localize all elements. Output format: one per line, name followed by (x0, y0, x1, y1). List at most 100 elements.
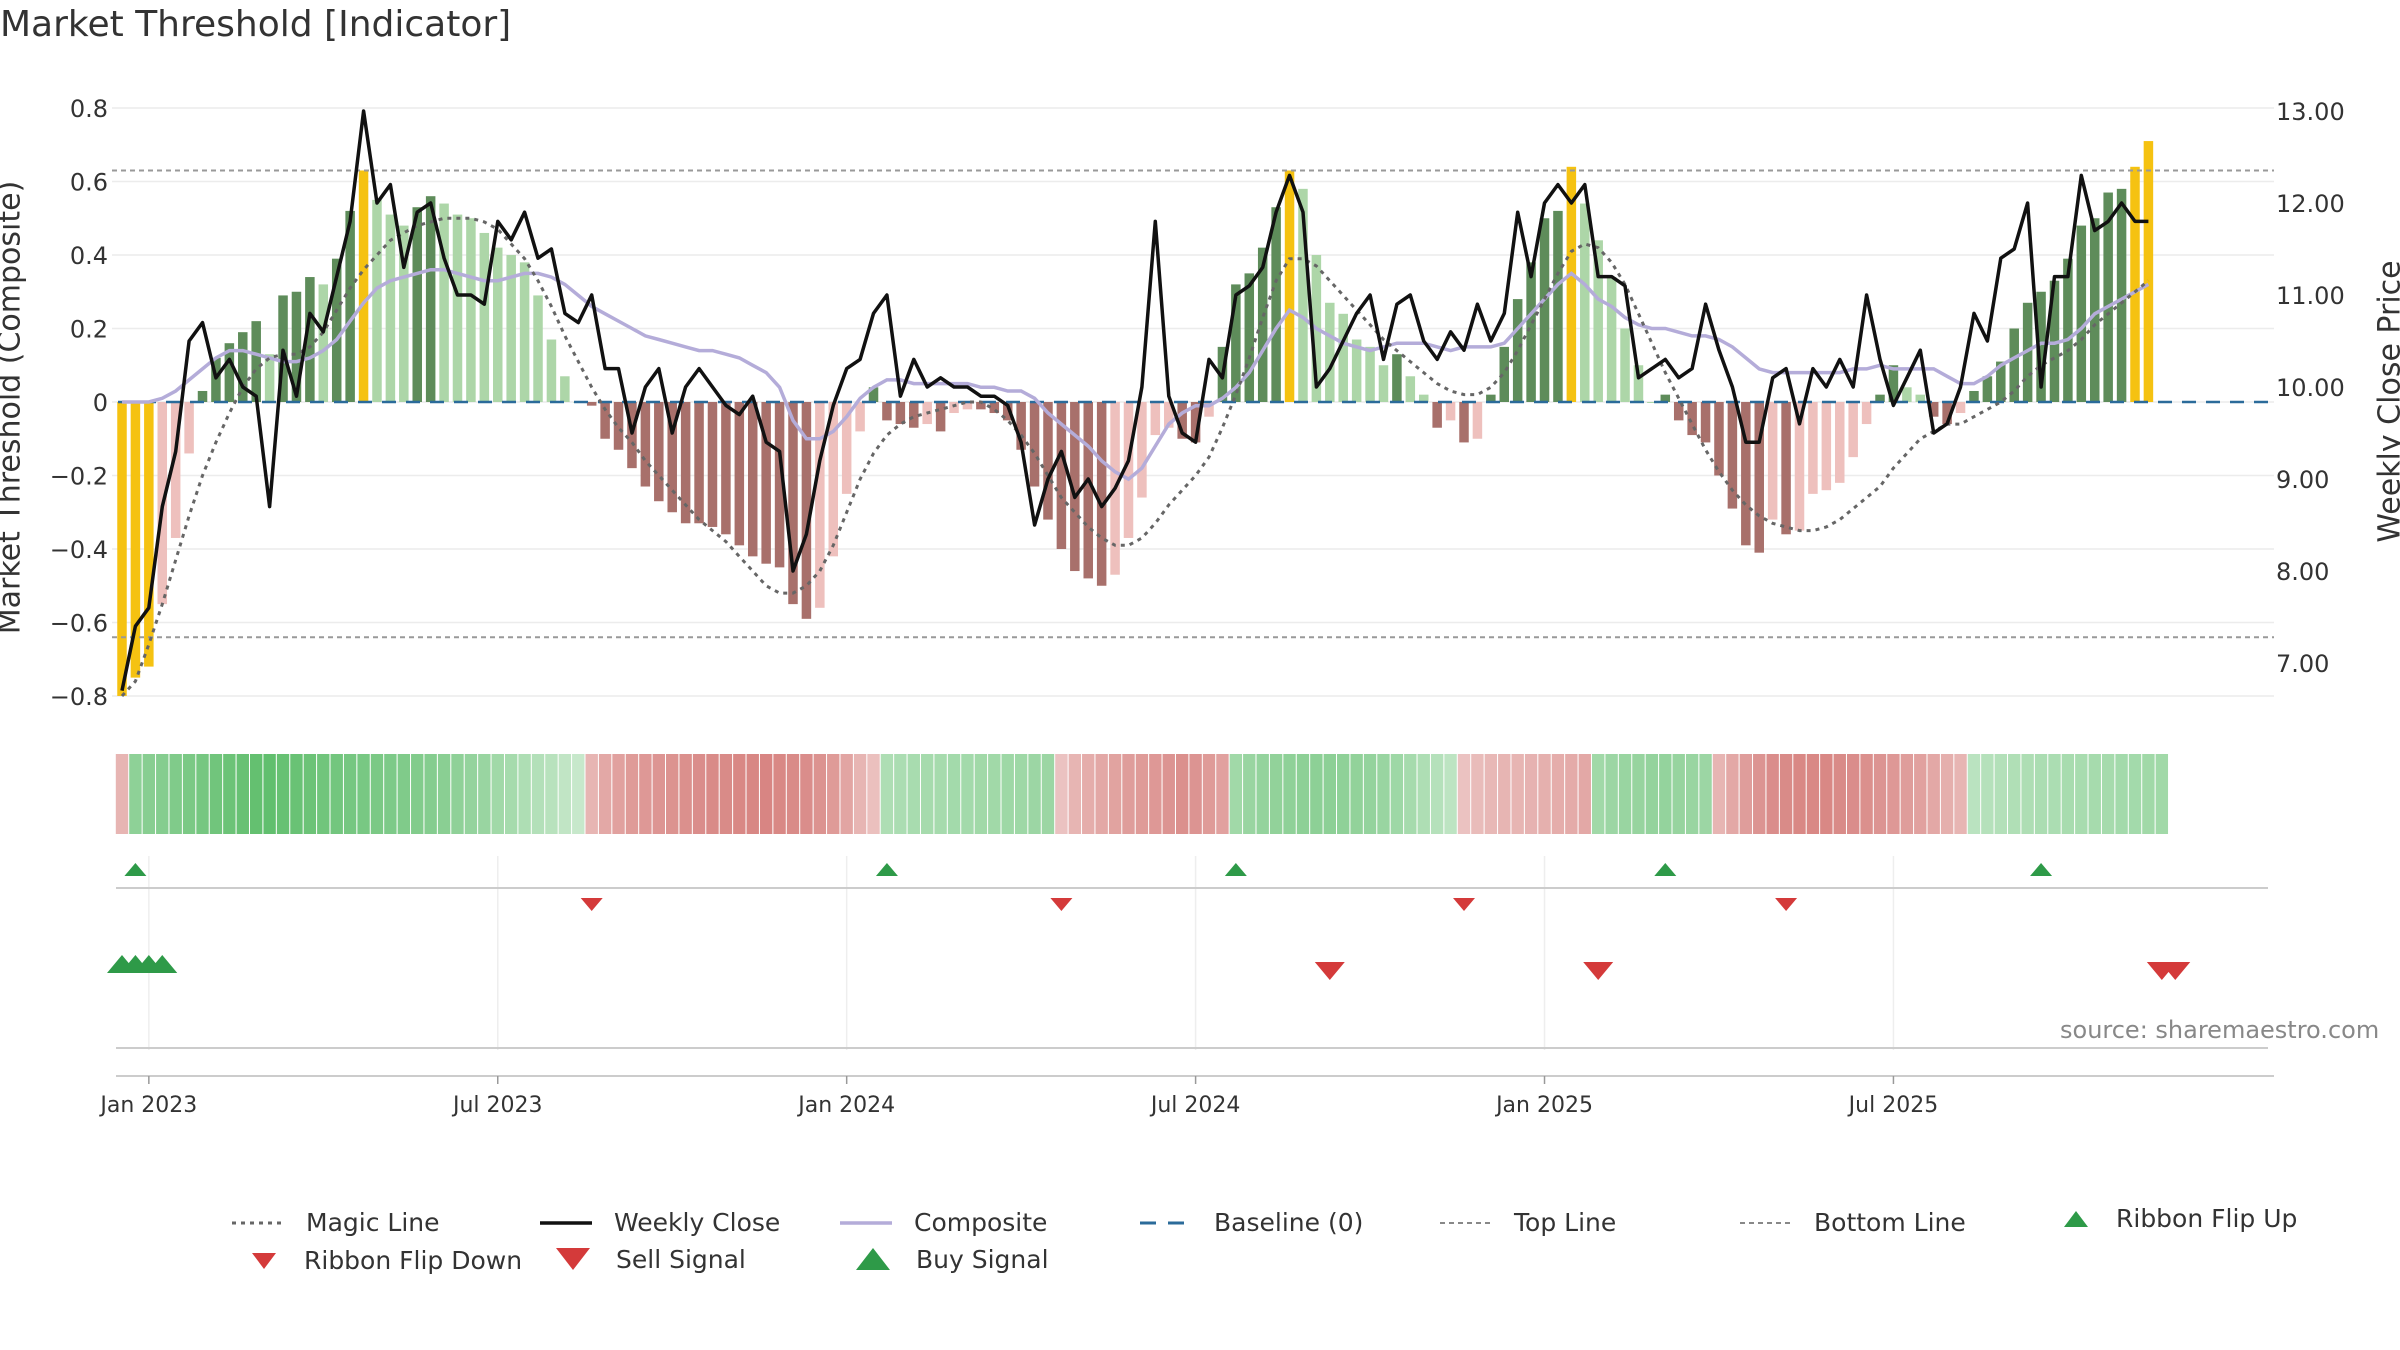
y-tick-right: 11.00 (2276, 282, 2345, 310)
ribbon-cell (2101, 754, 2115, 834)
ribbon-cell (531, 754, 545, 834)
ribbon-cell (250, 754, 263, 834)
ribbon-cell (719, 754, 733, 834)
ribbon-cell (209, 754, 223, 834)
ribbon-cell (1565, 754, 1578, 834)
ribbon-cell (196, 754, 209, 834)
composite-bar (882, 402, 892, 421)
ribbon-cell (276, 754, 290, 834)
composite-bar (734, 402, 745, 546)
composite-bar (1056, 402, 1067, 549)
legend-ribbon-flip-down: Ribbon Flip Down (244, 1246, 522, 1275)
ribbon-cell (1189, 754, 1202, 834)
composite-bar (600, 402, 610, 439)
ribbon-cell (129, 754, 142, 834)
composite-bar (1392, 354, 1402, 402)
y-tick-left: 0 (93, 389, 108, 417)
composite-bar (2009, 328, 2019, 402)
composite-bar (1633, 365, 1644, 402)
legend-composite: Composite (838, 1208, 1047, 1237)
composite-bar (1472, 402, 1483, 439)
ribbon-cell (343, 754, 357, 834)
composite-bar (1512, 299, 1523, 402)
legend-top-line-label: Top Line (1514, 1208, 1617, 1237)
ribbon-cell (1645, 754, 1659, 834)
ribbon-cell (1887, 754, 1900, 834)
composite-bar (694, 402, 704, 524)
x-tick-label: Jul 2023 (451, 1093, 543, 1118)
composite-bar (1969, 390, 1979, 402)
legend-sell-signal-icon (556, 1248, 590, 1270)
composite-bar (2036, 291, 2046, 402)
ribbon-cell (2034, 754, 2048, 834)
composite-bar (412, 207, 422, 402)
ribbon-cell (1712, 754, 1726, 834)
composite-bar (318, 284, 329, 402)
ribbon-cell (1296, 754, 1310, 834)
chart-title: Market Threshold [Indicator] (0, 4, 512, 45)
y-tick-left: 0.2 (70, 316, 108, 344)
ribbon-cell (2155, 754, 2169, 834)
composite-bar (1539, 218, 1550, 402)
ribbon-cell (1618, 754, 1632, 834)
ribbon-cell (1417, 754, 1430, 834)
ribbon-cell (1108, 754, 1122, 834)
composite-bar (425, 196, 436, 402)
y-tick-left: 0.6 (70, 169, 108, 197)
composite-bar (1432, 402, 1442, 428)
composite-bar (452, 214, 463, 402)
ribbon-flip-up-marker (1654, 863, 1677, 876)
ribbon-cell (2075, 754, 2088, 834)
legend-magic-line: Magic Line (230, 1208, 440, 1237)
ribbon-cell (1122, 754, 1135, 834)
composite-bar (667, 402, 677, 513)
composite-bar (372, 199, 382, 402)
composite-bar (2089, 218, 2100, 402)
composite-bar (1298, 188, 1308, 402)
ribbon-cell (585, 754, 598, 834)
composite-bar (2130, 166, 2140, 402)
ribbon-cell (733, 754, 746, 834)
composite-bar (815, 402, 825, 608)
composite-bar (1325, 302, 1335, 402)
ribbon-cell (1511, 754, 1524, 834)
composite-bar (935, 402, 946, 432)
y-tick-left: −0.8 (50, 683, 108, 711)
composite-bar (1016, 402, 1026, 450)
ribbon-cell (1243, 754, 1256, 834)
ribbon-cell (357, 754, 370, 834)
ribbon-cell (1404, 754, 1417, 834)
composite-bar (2116, 188, 2127, 402)
composite-bar (1257, 247, 1268, 402)
ribbon-cell (1592, 754, 1605, 834)
composite-bar (1204, 402, 1214, 417)
composite-bar (1150, 402, 1161, 436)
legend-top-line-swatch (1440, 1221, 1492, 1224)
ribbon-cell (1753, 754, 1766, 834)
ribbon-strip (115, 754, 2169, 834)
ribbon-cell (813, 754, 827, 834)
ribbon-cell (692, 754, 706, 834)
composite-bar (1861, 402, 1872, 425)
ribbon-cell (236, 754, 249, 834)
legend-ribbon-flip-up-icon (2064, 1210, 2088, 1227)
composite-bar (1606, 277, 1617, 402)
ribbon-cell (263, 754, 276, 834)
composite-bar (2143, 141, 2154, 402)
ribbon-cell (1524, 754, 1538, 834)
ribbon-cell (1001, 754, 1014, 834)
ribbon-cell (518, 754, 531, 834)
ribbon-flip-up-marker (2030, 863, 2053, 876)
composite-bar (801, 402, 812, 619)
legend-ribbon-flip-down-icon (252, 1252, 276, 1269)
composite-bar (439, 203, 449, 402)
composite-bar (1955, 402, 1966, 414)
ribbon-cell (142, 754, 156, 834)
ribbon-cell (2021, 754, 2034, 834)
ribbon-cell (1538, 754, 1551, 834)
ribbon-cell (370, 754, 384, 834)
composite-bar (466, 218, 476, 402)
ribbon-cell (1216, 754, 1229, 834)
ribbon-cell (115, 754, 129, 834)
